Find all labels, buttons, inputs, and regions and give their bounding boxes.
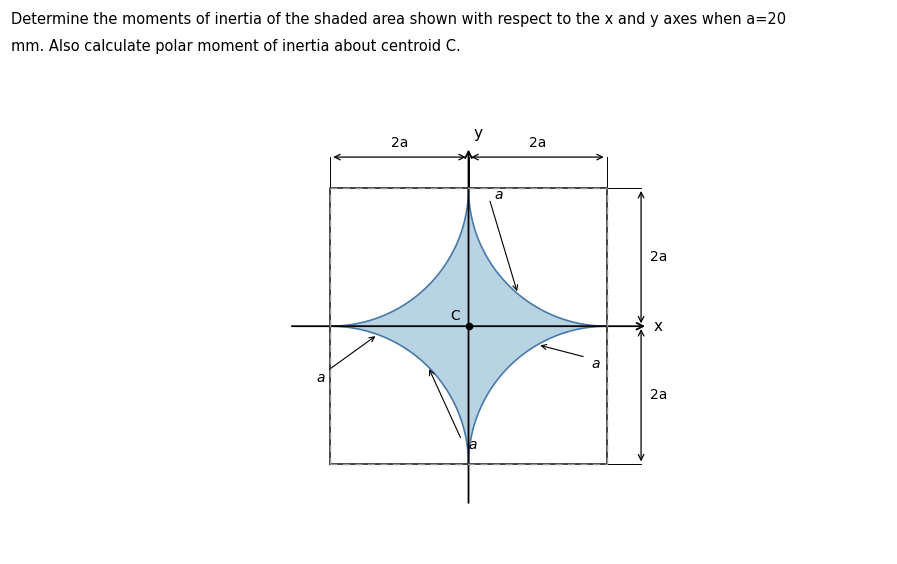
Text: a: a — [495, 188, 503, 202]
Text: a: a — [468, 438, 477, 452]
Text: 2a: 2a — [391, 136, 408, 150]
Text: Determine the moments of inertia of the shaded area shown with respect to the x : Determine the moments of inertia of the … — [11, 12, 786, 28]
Text: C: C — [450, 309, 460, 323]
Text: a: a — [591, 357, 600, 371]
Text: y: y — [474, 126, 483, 141]
Text: 2a: 2a — [650, 250, 667, 264]
Text: mm. Also calculate polar moment of inertia about centroid C.: mm. Also calculate polar moment of inert… — [11, 39, 460, 55]
Text: 2a: 2a — [529, 136, 546, 150]
Text: 2a: 2a — [650, 388, 667, 402]
Text: a: a — [317, 371, 325, 385]
Text: x: x — [654, 319, 663, 334]
